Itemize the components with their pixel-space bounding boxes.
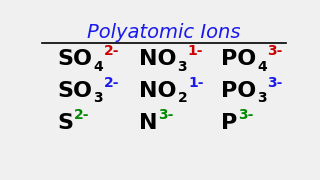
Text: 2-: 2- [74,108,90,122]
Text: 1-: 1- [188,44,203,58]
Text: 2: 2 [178,91,187,105]
Text: SO: SO [57,81,92,101]
Text: 3-: 3- [238,108,253,122]
Text: 1-: 1- [188,76,204,90]
Text: 3-: 3- [268,44,283,58]
Text: Polyatomic Ions: Polyatomic Ions [87,23,241,42]
Text: SO: SO [57,49,92,69]
Text: 4: 4 [93,60,103,73]
Text: 3-: 3- [268,76,283,90]
Text: 3: 3 [257,91,267,105]
Text: PO: PO [221,49,256,69]
Text: 2-: 2- [104,44,119,58]
Text: P: P [221,113,237,133]
Text: 4: 4 [257,60,267,73]
Text: 2-: 2- [103,76,119,90]
Text: PO: PO [221,81,256,101]
Text: NO: NO [139,81,177,101]
Text: 3: 3 [178,60,187,73]
Text: NO: NO [139,49,177,69]
Text: 3-: 3- [158,108,174,122]
Text: N: N [139,113,158,133]
Text: S: S [57,113,73,133]
Text: 3: 3 [93,91,103,105]
